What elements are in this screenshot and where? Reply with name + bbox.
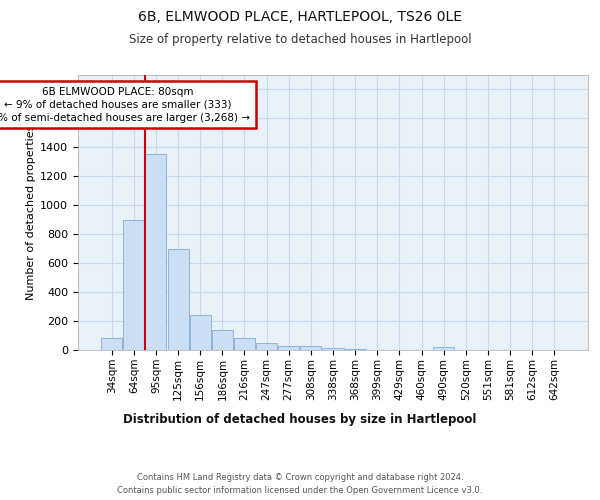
Bar [256,343,277,350]
Text: Distribution of detached houses by size in Hartlepool: Distribution of detached houses by size … [124,412,476,426]
Bar [301,346,322,350]
Y-axis label: Number of detached properties: Number of detached properties [26,125,36,300]
Bar [124,220,145,350]
Bar [190,314,211,350]
Text: Contains HM Land Registry data © Crown copyright and database right 2024.
Contai: Contains HM Land Registry data © Crown c… [118,472,482,494]
Bar [167,248,188,350]
Bar [212,330,233,350]
Text: Size of property relative to detached houses in Hartlepool: Size of property relative to detached ho… [128,32,472,46]
Bar [145,154,166,350]
Bar [101,338,122,350]
Bar [433,347,454,350]
Bar [322,348,344,350]
Bar [278,346,299,350]
Text: 6B, ELMWOOD PLACE, HARTLEPOOL, TS26 0LE: 6B, ELMWOOD PLACE, HARTLEPOOL, TS26 0LE [138,10,462,24]
Text: 6B ELMWOOD PLACE: 80sqm
← 9% of detached houses are smaller (333)
90% of semi-de: 6B ELMWOOD PLACE: 80sqm ← 9% of detached… [0,86,250,123]
Bar [234,338,255,350]
